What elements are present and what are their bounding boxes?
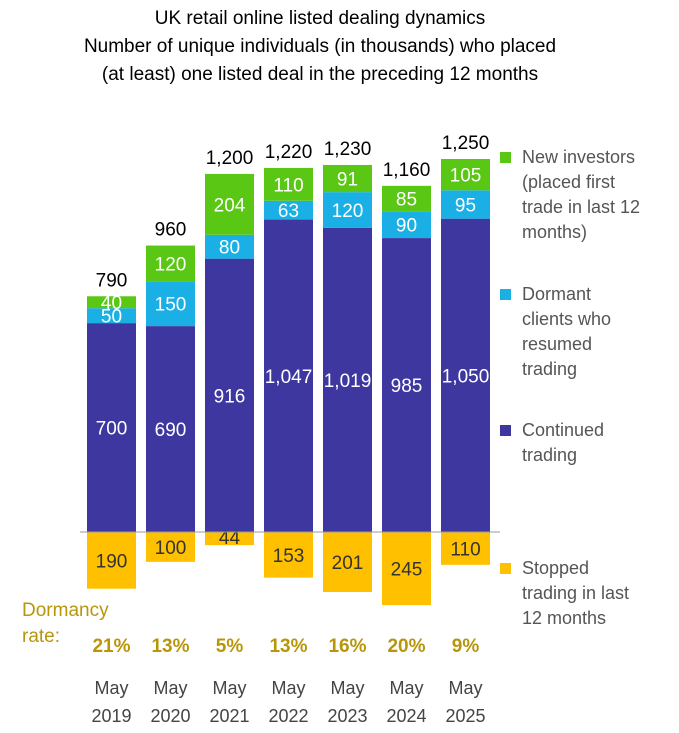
legend-swatch-stopped [500, 563, 511, 574]
bar-dormant-2024 [382, 211, 431, 239]
bar-label-stopped-2021: 44 [219, 528, 241, 549]
bar-label-stopped-2019: 190 [96, 551, 128, 572]
x-tick-year-2025: 2025 [445, 706, 485, 726]
bar-label-new-2019: 40 [101, 293, 122, 314]
dormancy-rate-2020: 13% [151, 636, 189, 657]
x-tick-year-2021: 2021 [209, 706, 249, 726]
x-tick-month-2022: May [271, 678, 305, 698]
total-label-2024: 1,160 [383, 160, 431, 181]
total-label-2019: 790 [96, 270, 128, 291]
bar-new-2024 [382, 185, 431, 212]
x-tick-year-2022: 2022 [268, 706, 308, 726]
bar-stopped-2023 [323, 532, 372, 592]
bar-dormant-2023 [323, 192, 372, 228]
bar-label-continued-2021: 916 [214, 386, 246, 407]
bar-label-new-2021: 204 [214, 195, 246, 216]
bar-stopped-2019 [87, 532, 136, 589]
bar-new-2019 [87, 296, 136, 309]
x-tick-month-2021: May [212, 678, 246, 698]
bar-dormant-2020 [146, 281, 195, 327]
dormancy-rate-label: Dormancy rate: [22, 600, 109, 647]
x-tick-year-2023: 2023 [327, 706, 367, 726]
bar-new-2023 [323, 164, 372, 193]
x-tick-year-2020: 2020 [150, 706, 190, 726]
bar-label-dormant-2022: 63 [278, 201, 299, 222]
total-label-2021: 1,200 [206, 148, 254, 169]
dormancy-rate-2024: 20% [387, 636, 425, 657]
bar-stopped-2021 [205, 532, 254, 546]
legend-swatch-new [500, 152, 511, 163]
bar-label-new-2024: 85 [396, 190, 417, 211]
bar-label-dormant-2021: 80 [219, 238, 240, 259]
bar-label-dormant-2025: 95 [455, 196, 476, 217]
bar-label-continued-2019: 700 [96, 419, 128, 440]
x-tick-month-2019: May [94, 678, 128, 698]
bar-continued-2022 [264, 219, 313, 532]
dormancy-rate-2021: 5% [216, 636, 244, 657]
bar-label-new-2023: 91 [337, 170, 358, 191]
bar-stopped-2024 [382, 532, 431, 606]
bar-dormant-2022 [264, 200, 313, 220]
total-label-2020: 960 [155, 220, 187, 241]
bar-continued-2019 [87, 323, 136, 532]
bar-dormant-2025 [441, 190, 490, 219]
legend-swatch-dormant [500, 289, 511, 300]
chart-subtitle-line-1: Number of unique individuals (in thousan… [83, 36, 557, 57]
bar-label-new-2025: 105 [450, 166, 482, 187]
bar-new-2022 [264, 167, 313, 201]
dormancy-rate-2025: 9% [452, 636, 480, 657]
total-label-2025: 1,250 [442, 133, 490, 154]
legend-label-stopped: Stopped trading in last 12 months [522, 558, 630, 628]
dormancy-rate-2022: 13% [269, 636, 307, 657]
x-tick-month-2020: May [153, 678, 187, 698]
bar-dormant-2019 [87, 308, 136, 324]
x-tick-year-2024: 2024 [386, 706, 426, 726]
bar-stopped-2022 [264, 532, 313, 578]
chart-subtitle-line-2: (at least) one listed deal in the preced… [101, 64, 539, 85]
bar-label-stopped-2025: 110 [450, 539, 480, 560]
bar-label-dormant-2019: 50 [101, 307, 122, 328]
x-tick-month-2025: May [448, 678, 482, 698]
bar-continued-2021 [205, 258, 254, 532]
bar-label-continued-2024: 985 [391, 376, 423, 397]
legend-label-dormant: Dormant clients who resumed trading [522, 284, 612, 379]
bar-continued-2020 [146, 326, 195, 532]
bar-label-continued-2023: 1,019 [324, 371, 372, 392]
bar-label-dormant-2020: 150 [155, 295, 187, 316]
bar-continued-2024 [382, 238, 431, 533]
bar-label-stopped-2023: 201 [332, 553, 364, 574]
legend-label-continued: Continued trading [522, 420, 605, 465]
bar-label-stopped-2020: 100 [155, 538, 187, 559]
bar-label-dormant-2024: 90 [396, 216, 417, 237]
bar-continued-2023 [323, 227, 372, 532]
bar-stopped-2020 [146, 532, 195, 562]
bar-new-2020 [146, 245, 195, 282]
bar-label-continued-2025: 1,050 [442, 366, 490, 387]
bar-label-dormant-2023: 120 [332, 201, 364, 222]
bar-label-stopped-2024: 245 [391, 560, 423, 581]
x-tick-month-2023: May [330, 678, 364, 698]
bar-label-continued-2020: 690 [155, 420, 187, 441]
bar-label-new-2020: 120 [155, 254, 187, 275]
dormancy-rate-2019: 21% [92, 636, 130, 657]
bar-new-2025 [441, 159, 490, 191]
bar-label-stopped-2022: 153 [273, 546, 305, 567]
chart-title: UK retail online listed dealing dynamics [154, 8, 486, 29]
legend-label-new: New investors (placed first trade in las… [522, 147, 641, 242]
bar-label-continued-2022: 1,047 [265, 367, 313, 388]
legend-swatch-continued [500, 425, 511, 436]
total-label-2022: 1,220 [265, 142, 313, 163]
bar-stopped-2025 [441, 532, 490, 565]
dormancy-rate-2023: 16% [328, 636, 366, 657]
x-tick-month-2024: May [389, 678, 423, 698]
bar-label-new-2022: 110 [273, 175, 303, 196]
bar-new-2021 [205, 173, 254, 235]
x-tick-year-2019: 2019 [91, 706, 131, 726]
total-label-2023: 1,230 [324, 139, 372, 160]
bar-continued-2025 [441, 218, 490, 532]
bar-dormant-2021 [205, 234, 254, 259]
